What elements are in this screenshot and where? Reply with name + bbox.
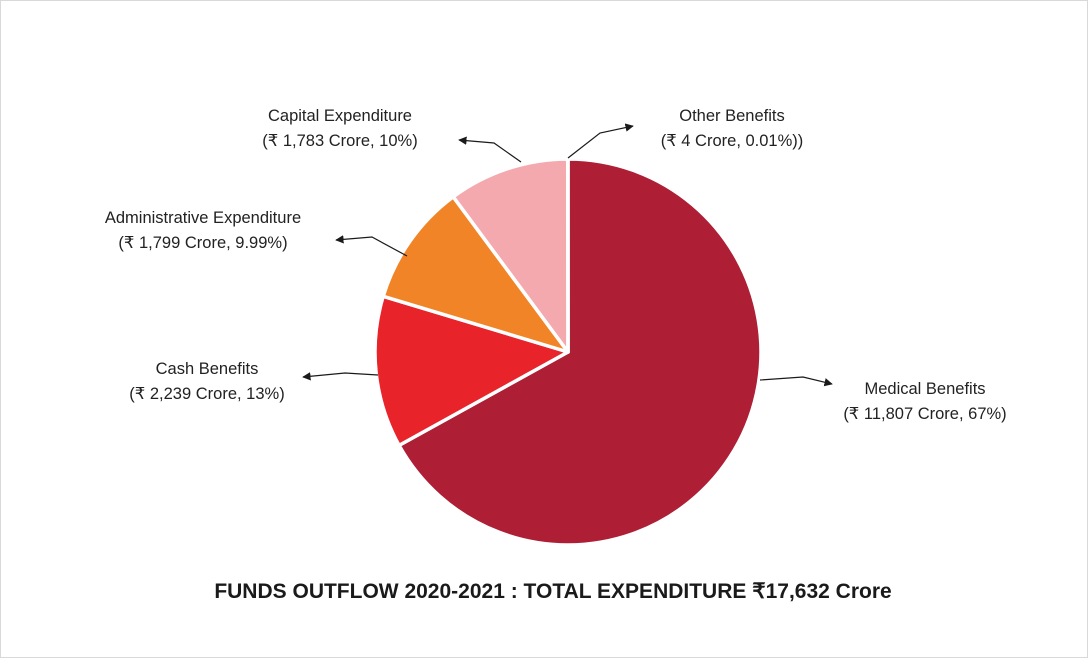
leader-line-cash xyxy=(302,372,379,381)
label-administrative-detail: (₹ 1,799 Crore, 9.99%) xyxy=(118,234,287,252)
leader-line-capital xyxy=(458,136,522,163)
label-cash-detail: (₹ 2,239 Crore, 13%) xyxy=(129,385,284,403)
slice-labels: Medical Benefits (₹ 11,807 Crore, 67%) C… xyxy=(105,107,1007,423)
label-other-detail: (₹ 4 Crore, 0.01%)) xyxy=(661,132,804,150)
pie-slices xyxy=(373,157,763,547)
pie-slice-medical-benefits xyxy=(397,157,763,547)
leader-line-medical xyxy=(759,376,833,387)
leader-line-other xyxy=(567,123,634,159)
pie-slice-administrative-expenditure xyxy=(381,195,570,354)
label-medical-detail: (₹ 11,807 Crore, 67%) xyxy=(843,405,1006,423)
pie-slice-cash-benefits xyxy=(373,294,570,448)
label-other-name: Other Benefits xyxy=(679,107,784,125)
label-medical-name: Medical Benefits xyxy=(864,380,985,398)
leader-lines xyxy=(302,123,833,387)
label-capital-name: Capital Expenditure xyxy=(268,107,412,125)
label-capital-detail: (₹ 1,783 Crore, 10%) xyxy=(262,132,417,150)
label-administrative-name: Administrative Expenditure xyxy=(105,209,301,227)
pie-slice-capital-expenditure xyxy=(451,157,570,354)
label-cash-name: Cash Benefits xyxy=(156,360,259,378)
leader-line-administrative xyxy=(335,235,408,257)
chart-title: FUNDS OUTFLOW 2020-2021 : TOTAL EXPENDIT… xyxy=(214,580,891,603)
